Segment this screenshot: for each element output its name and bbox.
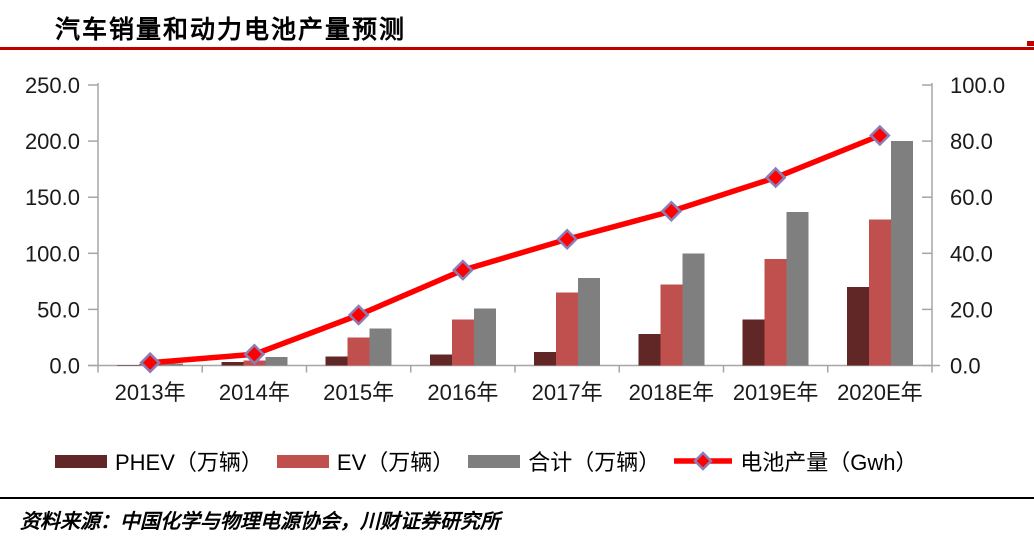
- legend-label-battery: 电池产量（Gwh）: [740, 450, 918, 475]
- bar-total: [161, 363, 184, 366]
- line-marker-battery: [869, 124, 891, 147]
- left-axis-label: 200.0: [25, 129, 80, 154]
- bar-total: [682, 253, 705, 366]
- legend-label-phev: PHEV（万辆）: [115, 450, 263, 475]
- bar-phev: [846, 286, 869, 366]
- line-marker-battery: [452, 259, 474, 281]
- bar-ev: [451, 319, 474, 366]
- x-axis-label: 2013年: [115, 380, 186, 405]
- bar-phev: [117, 365, 140, 366]
- bar-phev: [638, 334, 661, 366]
- left-axis-label: 150.0: [25, 185, 80, 210]
- bar-total: [369, 328, 392, 366]
- x-axis-label: 2016年: [427, 380, 498, 405]
- bar-phev: [534, 352, 557, 366]
- bar-ev: [868, 219, 891, 366]
- right-axis-label: 0.0: [950, 354, 981, 379]
- bar-ev: [764, 258, 787, 366]
- legend-item-total: 合计（万辆）: [468, 445, 660, 477]
- right-axis-label: 40.0: [950, 241, 993, 266]
- legend-swatch-total: [468, 454, 521, 468]
- header-rule: [0, 47, 1034, 50]
- left-axis-label: 250.0: [25, 73, 80, 98]
- legend-item-battery: 电池产量（Gwh）: [674, 445, 918, 477]
- right-axis-label: 20.0: [950, 297, 993, 322]
- bar-ev: [660, 284, 683, 366]
- line-marker-battery: [556, 228, 578, 251]
- bar-total: [578, 277, 601, 366]
- left-axis-label: 50.0: [37, 297, 80, 322]
- x-axis-label: 2020E年: [837, 380, 923, 405]
- bar-ev: [556, 292, 579, 366]
- legend-label-total: 合计（万辆）: [528, 450, 661, 475]
- right-axis-label: 80.0: [950, 129, 993, 154]
- x-axis-label: 2018E年: [629, 380, 715, 405]
- x-axis-label: 2015年: [323, 380, 394, 405]
- legend-line-swatch-battery: [674, 451, 733, 471]
- legend-swatch-ev: [276, 454, 329, 468]
- bar-phev: [742, 319, 765, 366]
- line-marker-battery: [347, 304, 370, 326]
- bar-phev: [325, 356, 348, 366]
- bar-total: [890, 141, 913, 366]
- bar-ev: [347, 337, 370, 366]
- series-line-battery: [149, 132, 881, 366]
- legend-swatch-phev: [55, 454, 107, 468]
- page-title: 汽车销量和动力电池产量预测: [55, 15, 407, 44]
- line-marker-battery: [764, 166, 787, 189]
- left-axis-label: 0.0: [49, 354, 80, 379]
- bar-total: [473, 308, 496, 366]
- line-marker-battery: [660, 200, 683, 222]
- x-axis-label: 2017年: [532, 380, 603, 405]
- bar-total: [786, 211, 809, 366]
- legend-item-ev: EV（万辆）: [276, 445, 455, 477]
- line-marker-battery: [139, 351, 161, 374]
- x-axis-label: 2019E年: [733, 380, 819, 405]
- bar-total: [265, 357, 288, 366]
- legend-item-phev: PHEV（万辆）: [55, 445, 263, 477]
- left-axis-label: 100.0: [25, 241, 80, 266]
- legend-label-ev: EV（万辆）: [336, 450, 455, 475]
- header-rule-end-cap: [1027, 41, 1034, 46]
- right-axis-label: 100.0: [950, 73, 1005, 98]
- source-note: 资料来源：中国化学与物理电源协会，川财证券研究所: [20, 511, 500, 533]
- bar-phev: [221, 362, 244, 366]
- chart-legend: PHEV（万辆） EV（万辆） 合计（万辆） 电池产量（Gwh）: [55, 445, 918, 477]
- x-axis-label: 2014年: [219, 380, 290, 405]
- bar-phev: [429, 354, 452, 366]
- right-axis-label: 60.0: [950, 185, 993, 210]
- line-marker-battery: [243, 343, 266, 366]
- footer-rule: [0, 497, 1034, 499]
